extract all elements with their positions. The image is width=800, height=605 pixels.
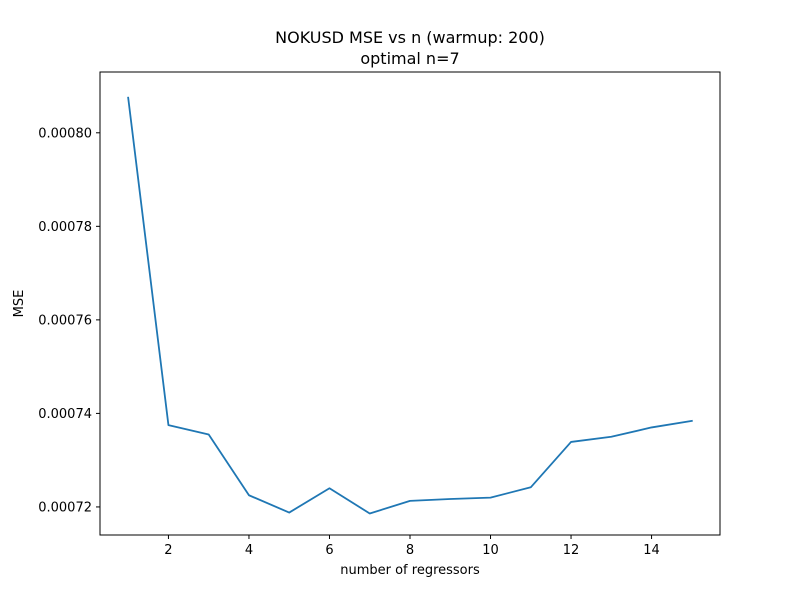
chart-subtitle: optimal n=7 xyxy=(360,49,459,68)
y-axis-label: MSE xyxy=(12,290,27,318)
x-tick-label: 4 xyxy=(245,543,253,558)
x-tick-label: 14 xyxy=(643,543,660,558)
x-tick-label: 10 xyxy=(482,543,499,558)
series-line xyxy=(127,96,693,515)
x-axis-label: number of regressors xyxy=(340,563,480,578)
x-tick-label: 6 xyxy=(325,543,333,558)
x-tick-label: 2 xyxy=(164,543,172,558)
y-tick-label: 0.00074 xyxy=(38,407,92,422)
y-tick-label: 0.00078 xyxy=(38,220,92,235)
x-tick-label: 12 xyxy=(563,543,580,558)
x-axis-ticks: 2 4 6 8 10 12 14 xyxy=(164,535,660,558)
y-tick-label: 0.00076 xyxy=(38,313,92,328)
plot-area-frame xyxy=(99,71,721,536)
chart-title: NOKUSD MSE vs n (warmup: 200) xyxy=(275,28,545,47)
x-tick-label: 8 xyxy=(406,543,414,558)
y-tick-label: 0.00072 xyxy=(38,500,92,515)
series-layer xyxy=(127,96,693,515)
y-tick-label: 0.00080 xyxy=(38,126,92,141)
y-axis-ticks: 0.00072 0.00074 0.00076 0.00078 0.00080 xyxy=(38,126,100,515)
